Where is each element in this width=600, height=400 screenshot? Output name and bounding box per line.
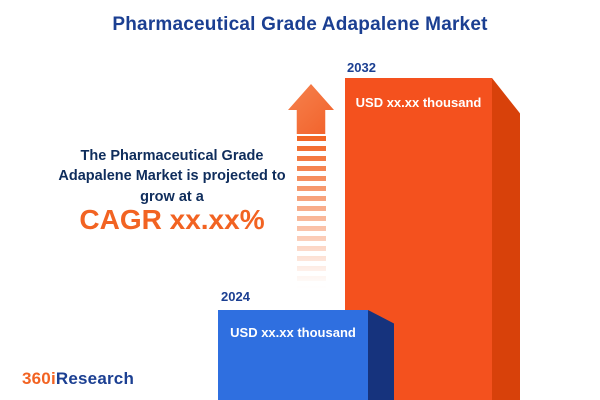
- growth-arrow-dashed-tail: [297, 136, 326, 288]
- market-projection-text: The Pharmaceutical Grade Adapalene Marke…: [58, 148, 286, 205]
- cagr-value: CAGR xx.xx%: [79, 204, 265, 235]
- bar-2032-year-label: 2032: [347, 60, 376, 75]
- bar-2032-value-label: USD xx.xx thousand: [355, 95, 482, 110]
- growth-arrow-up-icon: [288, 84, 334, 134]
- bar-2024-year-label: 2024: [221, 289, 250, 304]
- bar-2024-value-label: USD xx.xx thousand: [230, 325, 356, 340]
- brand-logo: 360iResearch: [22, 369, 134, 389]
- page-title: Pharmaceutical Grade Adapalene Market: [112, 14, 488, 35]
- bar-2032-side-face: [492, 78, 520, 400]
- bar-2024: [218, 310, 368, 400]
- brand-logo-suffix: Research: [55, 369, 135, 388]
- brand-logo-prefix: 360i: [22, 369, 56, 388]
- bar-2024-side-face: [368, 310, 394, 400]
